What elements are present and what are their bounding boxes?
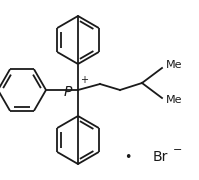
Text: −: − [173, 145, 183, 155]
Text: Me: Me [166, 95, 182, 105]
Text: Br: Br [152, 150, 168, 164]
Text: P: P [64, 85, 72, 99]
Text: +: + [80, 75, 88, 85]
Text: •: • [124, 150, 132, 163]
Text: Me: Me [166, 60, 182, 70]
